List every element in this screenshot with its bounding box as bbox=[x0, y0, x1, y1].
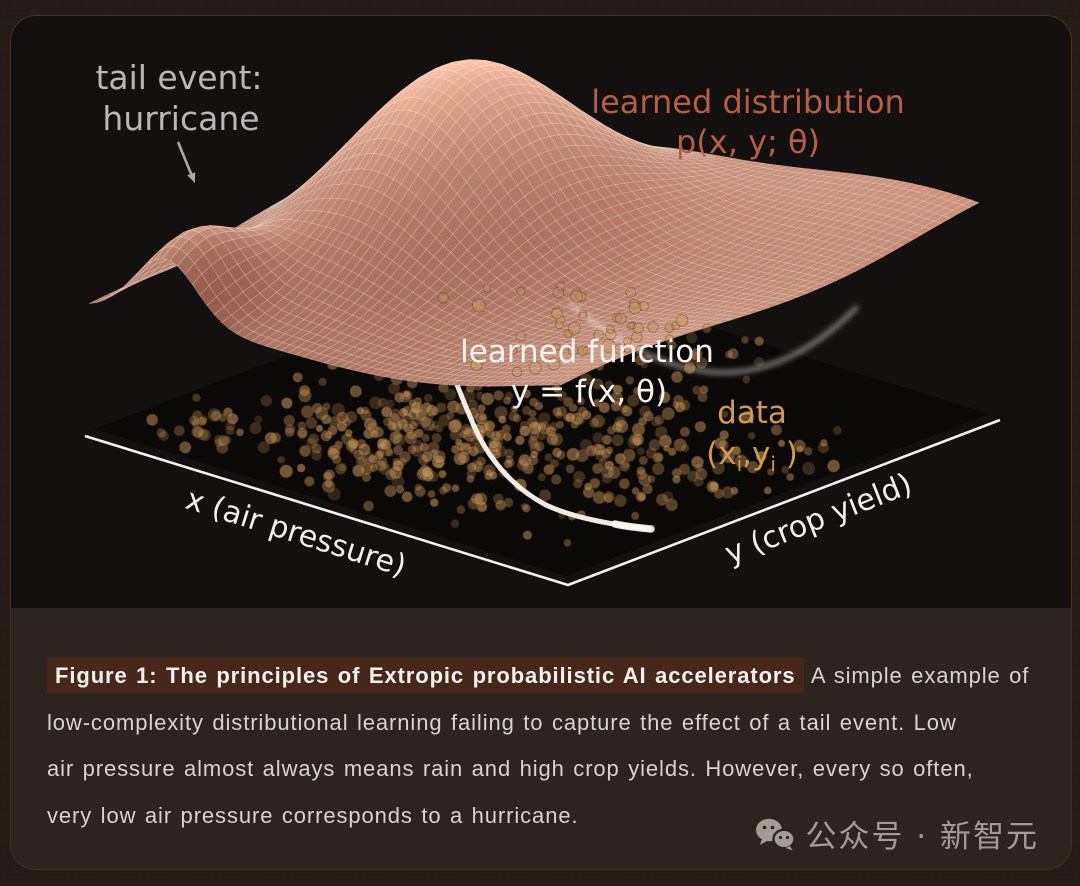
tail-event-label-line1: tail event: bbox=[95, 58, 262, 97]
data-formula-mid: ,y bbox=[742, 436, 770, 472]
tail-event-arrow bbox=[176, 141, 194, 177]
data-formula-close: ) bbox=[776, 436, 798, 472]
caption-line-1: Figure 1: The principles of Extropic pro… bbox=[47, 653, 1037, 700]
learned-function-formula: y = f(x, θ) bbox=[511, 374, 667, 410]
tail-event-arrowhead-icon bbox=[187, 172, 196, 183]
tail-event-label-line2: hurricane bbox=[102, 99, 259, 138]
learned-function-label-line1: learned function bbox=[460, 334, 714, 370]
surface-layer bbox=[88, 59, 980, 387]
wechat-icon bbox=[756, 818, 796, 850]
data-formula-sub1: i bbox=[737, 452, 743, 476]
data-formula-sub2: i bbox=[770, 452, 776, 476]
learned-distribution-label-line1: learned distribution bbox=[591, 83, 905, 121]
watermark-text: 公众号 · 新智元 bbox=[805, 819, 1039, 855]
caption-line-3: air pressure almost always means rain an… bbox=[47, 756, 974, 781]
data-label-formula: (xi,yi ) bbox=[706, 436, 798, 476]
watermark: 公众号 · 新智元 bbox=[755, 811, 1039, 856]
caption-line-1-rest: A simple example of bbox=[803, 663, 1030, 688]
data-formula-open: (x bbox=[706, 436, 736, 472]
learned-distribution-formula: p(x, y; θ) bbox=[676, 123, 820, 161]
caption-highlight: Figure 1: The principles of Extropic pro… bbox=[47, 658, 804, 693]
caption-line-2: low-complexity distributional learning f… bbox=[47, 709, 957, 735]
scatter-under-layer bbox=[145, 322, 843, 548]
figure-plot: tail event: hurricane learned distributi… bbox=[84, 58, 1001, 587]
figure-area: tail event: hurricane learned distributi… bbox=[11, 16, 1071, 608]
caption-line-4: very low air pressure corresponds to a h… bbox=[47, 802, 579, 828]
scatter-over-layer bbox=[437, 281, 765, 421]
figure-card: tail event: hurricane learned distributi… bbox=[10, 15, 1072, 870]
figure-caption: Figure 1: The principles of Extropic pro… bbox=[11, 608, 1071, 869]
data-label-line1: data bbox=[717, 395, 787, 431]
